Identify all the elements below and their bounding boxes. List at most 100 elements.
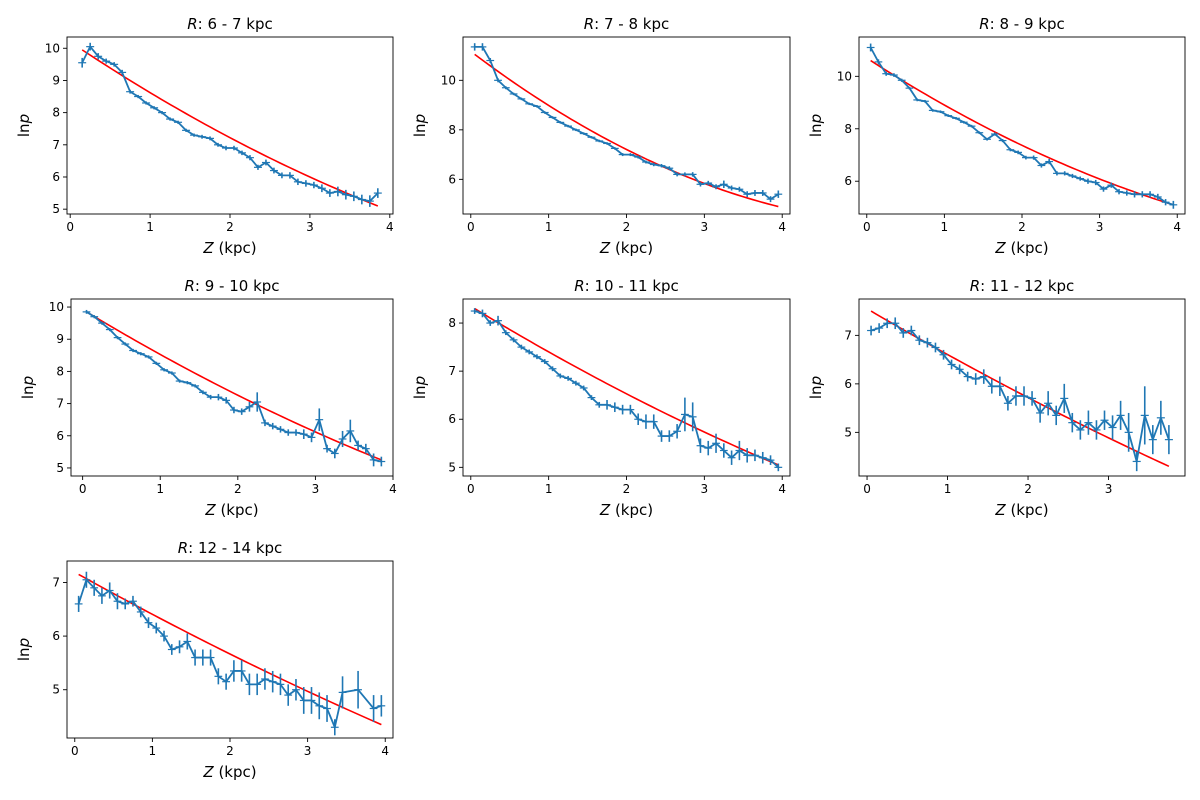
title-variable: R — [187, 15, 197, 33]
panel-5: R: 10 - 11 kpc 0 1 2 3 4 5 6 7 8 Z (kpc) lnp — [411, 277, 791, 519]
x-tick-label: 3 — [1096, 220, 1104, 234]
y-tick-label: 7 — [844, 328, 852, 342]
y-axis-variable: p — [411, 376, 429, 387]
x-axis-variable: Z — [994, 239, 1006, 257]
title-variable: R — [584, 15, 594, 33]
title-variable: R — [574, 277, 584, 295]
y-tick-label: 9 — [56, 332, 64, 346]
x-axis-label: Z (kpc) — [202, 763, 256, 781]
x-tick-label: 0 — [467, 220, 475, 234]
y-tick-label: 5 — [56, 461, 64, 475]
title-variable: R — [178, 539, 188, 557]
y-tick-label: 10 — [837, 69, 852, 83]
x-axis-label: Z (kpc) — [599, 239, 653, 257]
fit-curve — [474, 307, 779, 466]
y-axis-function: ln — [15, 647, 33, 661]
y-tick-label: 5 — [52, 683, 60, 697]
axes-frame — [858, 298, 1186, 477]
x-tick-label: 0 — [71, 744, 79, 758]
y-tick-label: 6 — [448, 412, 456, 426]
x-tick-label: 3 — [306, 220, 314, 234]
x-tick-label: 1 — [545, 482, 553, 496]
data-series — [474, 310, 779, 469]
y-tick-label: 6 — [844, 174, 852, 188]
x-tick-label: 2 — [234, 482, 242, 496]
x-tick-label: 2 — [226, 220, 234, 234]
y-tick-label: 10 — [441, 73, 456, 87]
x-tick-label: 4 — [386, 220, 394, 234]
axes-frame — [70, 298, 394, 477]
x-tick-label: 3 — [1105, 482, 1113, 496]
y-axis-variable: p — [19, 376, 37, 387]
panel-2: R: 7 - 8 kpc 0 1 2 3 4 6 8 10 Z (kpc) lnp — [411, 15, 791, 257]
y-axis-variable: p — [15, 114, 33, 125]
x-axis-variable: Z — [994, 501, 1006, 519]
panel-title: R: 7 - 8 kpc — [584, 15, 670, 33]
x-tick-label: 4 — [778, 482, 786, 496]
x-tick-label: 1 — [149, 744, 157, 758]
x-tick-label: 1 — [944, 482, 952, 496]
axes-frame — [858, 36, 1186, 215]
y-tick-label: 5 — [448, 460, 456, 474]
error-bars — [867, 317, 1173, 472]
y-tick-label: 7 — [56, 397, 64, 411]
error-bars — [470, 43, 783, 203]
x-axis-unit: (kpc) — [1006, 501, 1049, 519]
title-range: : 11 - 12 kpc — [980, 277, 1074, 295]
title-variable: R — [184, 277, 194, 295]
x-axis-unit: (kpc) — [610, 501, 653, 519]
x-tick-label: 0 — [467, 482, 475, 496]
title-range: : 7 - 8 kpc — [594, 15, 669, 33]
x-axis-unit: (kpc) — [216, 501, 259, 519]
y-tick-label: 8 — [844, 122, 852, 136]
panel-title: R: 10 - 11 kpc — [574, 277, 679, 295]
panel-6: R: 11 - 12 kpc 0 1 2 3 5 6 7 Z (kpc) lnp — [807, 277, 1186, 519]
y-axis-label: lnp — [15, 638, 33, 661]
y-axis-function: ln — [411, 123, 429, 137]
x-tick-label: 2 — [226, 744, 234, 758]
y-axis-label: lnp — [807, 376, 825, 399]
x-axis-variable: Z — [599, 239, 611, 257]
fit-curve — [81, 49, 379, 207]
x-tick-label: 0 — [66, 220, 74, 234]
axes-frame — [66, 560, 394, 739]
title-range: : 10 - 11 kpc — [585, 277, 679, 295]
y-axis-variable: p — [15, 638, 33, 649]
panel-title: R: 6 - 7 kpc — [187, 15, 273, 33]
x-tick-label: 2 — [623, 220, 631, 234]
x-axis-variable: Z — [202, 763, 214, 781]
y-tick-label: 9 — [52, 73, 60, 87]
x-tick-label: 4 — [778, 220, 786, 234]
x-axis-unit: (kpc) — [214, 239, 257, 257]
y-tick-label: 8 — [56, 364, 64, 378]
title-range: : 6 - 7 kpc — [198, 15, 273, 33]
y-tick-label: 8 — [448, 316, 456, 330]
x-tick-label: 4 — [381, 744, 389, 758]
panel-7: R: 12 - 14 kpc 0 1 2 3 4 5 6 7 Z (kpc) lnp — [15, 539, 394, 781]
x-axis-label: Z (kpc) — [599, 501, 653, 519]
x-tick-label: 3 — [304, 744, 312, 758]
y-tick-label: 8 — [52, 106, 60, 120]
x-axis-variable: Z — [202, 239, 214, 257]
data-series — [81, 45, 379, 203]
error-bars — [78, 42, 382, 207]
panel-title: R: 11 - 12 kpc — [970, 277, 1075, 295]
x-tick-label: 1 — [156, 482, 164, 496]
x-axis-label: Z (kpc) — [994, 239, 1048, 257]
fit-curve — [78, 573, 382, 726]
y-axis-variable: p — [807, 114, 825, 125]
x-axis-label: Z (kpc) — [204, 501, 258, 519]
y-axis-function: ln — [19, 385, 37, 399]
axes-frame — [462, 36, 791, 215]
y-axis-label: lnp — [411, 114, 429, 137]
x-tick-label: 3 — [312, 482, 320, 496]
x-tick-label: 2 — [1024, 482, 1032, 496]
y-tick-label: 7 — [448, 364, 456, 378]
title-range: : 9 - 10 kpc — [195, 277, 280, 295]
title-range: : 8 - 9 kpc — [990, 15, 1065, 33]
y-tick-label: 8 — [448, 123, 456, 137]
x-tick-label: 1 — [941, 220, 949, 234]
y-axis-function: ln — [807, 123, 825, 137]
y-tick-label: 6 — [52, 629, 60, 643]
